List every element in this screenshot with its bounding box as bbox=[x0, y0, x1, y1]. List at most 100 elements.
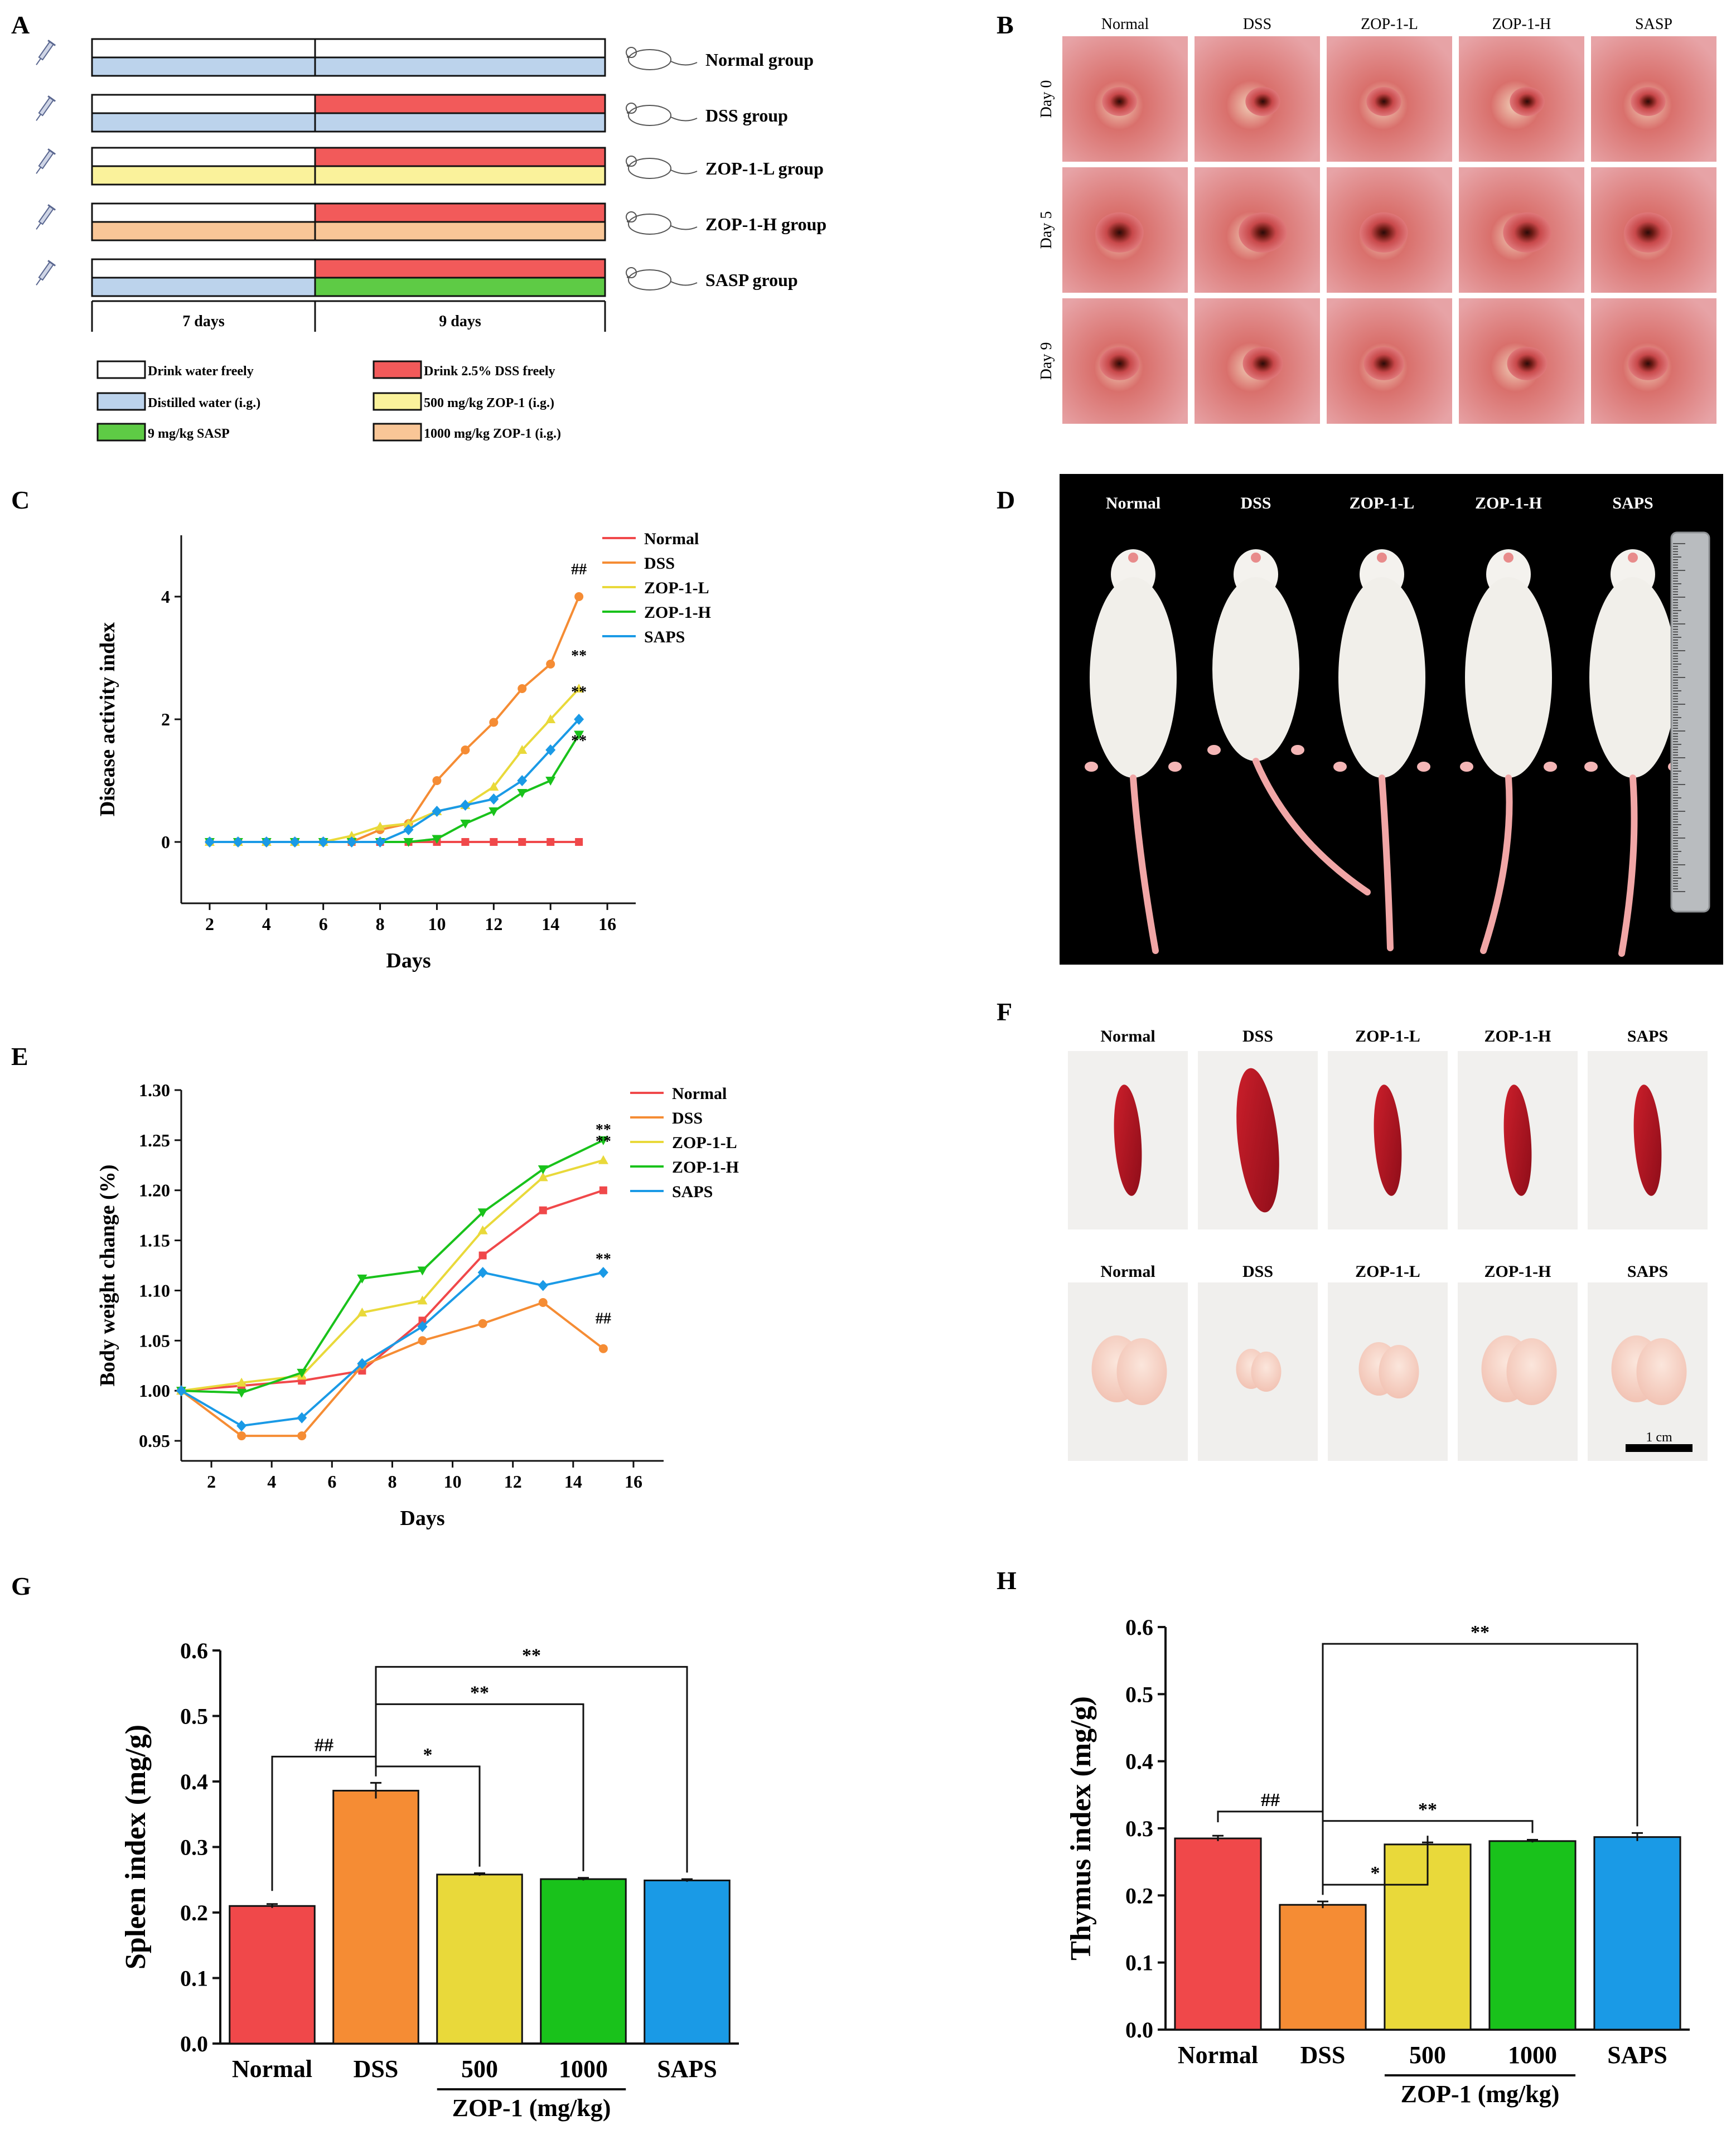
significance-label: ## bbox=[1261, 1790, 1280, 1810]
data-point-dss bbox=[237, 1431, 246, 1441]
data-point-zop-1-l bbox=[357, 1308, 367, 1316]
x-tick-label: 12 bbox=[485, 914, 502, 934]
bar-post-top bbox=[314, 94, 606, 114]
chart-h-thymus-index: 0.0 0.1 0.2 0.3 0.4 0.5 0.6 Normal DSS 500 1000 SAP… bbox=[1065, 1615, 1690, 2108]
significance-label: ** bbox=[1471, 1622, 1490, 1643]
x-tick-label: 6 bbox=[327, 1471, 336, 1492]
schedule-row-zop-1-l-group: ZOP-1-L group bbox=[36, 147, 824, 186]
bar-pre-top bbox=[91, 94, 316, 114]
ruler bbox=[1670, 531, 1710, 913]
x-tick-label-500: 500 bbox=[1409, 2041, 1446, 2069]
panel-letter-e: E bbox=[11, 1042, 28, 1071]
data-point-dss bbox=[432, 776, 442, 785]
spleen-label-zop-1-l: ZOP-1-L bbox=[1355, 1027, 1420, 1045]
syringe-icon bbox=[36, 260, 56, 285]
y-tick-label: 0.3 bbox=[1125, 1816, 1153, 1841]
bar-pre-top bbox=[91, 202, 316, 223]
legend-item-zop1000: 1000 mg/kg ZOP-1 (i.g.) bbox=[373, 423, 561, 442]
data-point-zop-1-h bbox=[489, 807, 499, 816]
legend-swatch-zop1000 bbox=[373, 423, 422, 442]
data-point-dss bbox=[461, 745, 470, 754]
data-point-zop-1-l bbox=[346, 831, 357, 840]
mouse-label-zop-1-l: ZOP-1-L bbox=[1350, 494, 1415, 512]
y-tick-label: 0.6 bbox=[1125, 1615, 1153, 1640]
mouse-label-saps: SAPS bbox=[1612, 494, 1653, 512]
bar-post-top bbox=[314, 38, 606, 59]
legend-label-zop-1-h: ZOP-1-H bbox=[672, 1158, 739, 1177]
y-tick-label: 0.5 bbox=[180, 1704, 208, 1729]
bar-pre-bottom bbox=[91, 165, 316, 186]
data-point-dss bbox=[297, 1431, 307, 1441]
data-point-saps bbox=[517, 775, 528, 786]
data-point-zop-1-h bbox=[517, 789, 528, 798]
data-point-zop-1-h bbox=[403, 838, 414, 847]
group-name-zop-1-l-group: ZOP-1-L group bbox=[705, 158, 824, 178]
y-tick-label: 2 bbox=[161, 709, 170, 729]
data-point-normal bbox=[418, 1316, 427, 1325]
panel-f-organ-photos: Normal DSS ZOP-1-L ZOP-1-H SAPS Normal DSS ZOP-… bbox=[1068, 1027, 1708, 1461]
data-point-dss bbox=[478, 1319, 487, 1328]
x-tick-label-dss: DSS bbox=[1300, 2041, 1346, 2069]
data-point-saps bbox=[417, 1321, 428, 1333]
series-line-zop-1-l bbox=[209, 688, 580, 843]
legend-swatch-zop500 bbox=[373, 392, 422, 411]
panel-letter-b: B bbox=[997, 11, 1014, 39]
data-point-zop-1-l bbox=[517, 745, 528, 754]
significance-mark: ** bbox=[571, 647, 587, 665]
data-point-normal bbox=[599, 1186, 607, 1194]
significance-mark: ** bbox=[571, 733, 587, 750]
data-point-dss bbox=[538, 1298, 548, 1308]
significance-mark: ## bbox=[596, 1310, 611, 1328]
bar-post-bottom bbox=[314, 165, 606, 186]
x-tick-label: 12 bbox=[504, 1471, 522, 1492]
period-label-9-days: 9 days bbox=[439, 313, 481, 330]
legend-item-dss: Drink 2.5% DSS freely bbox=[373, 360, 555, 379]
mouse-photo bbox=[1460, 549, 1557, 954]
endoscopy-image bbox=[1195, 167, 1320, 293]
bar-saps bbox=[644, 1879, 731, 2045]
mouse-icon bbox=[626, 267, 698, 291]
thymus-photo bbox=[1588, 1282, 1708, 1461]
column-label-zop-1-l: ZOP-1-L bbox=[1361, 16, 1418, 33]
spleen-label-saps: SAPS bbox=[1627, 1027, 1668, 1045]
y-tick-label: 1.05 bbox=[139, 1330, 170, 1350]
data-point-saps bbox=[236, 1420, 247, 1432]
legend-label-saps: SAPS bbox=[644, 628, 685, 646]
thymus-photo bbox=[1198, 1282, 1318, 1461]
legend-label-distilled: Distilled water (i.g.) bbox=[148, 396, 260, 410]
group-name-normal-group: Normal group bbox=[705, 50, 814, 70]
x-tick-label-saps: SAPS bbox=[1607, 2041, 1667, 2069]
legend-item-zop500: 500 mg/kg ZOP-1 (i.g.) bbox=[373, 392, 554, 411]
data-point-zop-1-l bbox=[489, 782, 499, 791]
y-tick-label: 0.1 bbox=[1125, 1950, 1153, 1976]
x-tick-label-1000: 1000 bbox=[559, 2055, 608, 2083]
data-point-saps bbox=[204, 836, 215, 848]
series-line-saps bbox=[180, 1271, 604, 1427]
data-point-zop-1-h bbox=[545, 777, 556, 786]
x-tick-label-500: 500 bbox=[461, 2055, 498, 2083]
panel-letter-f: F bbox=[997, 998, 1012, 1026]
legend-swatch-distilled bbox=[96, 392, 146, 411]
data-point-saps bbox=[357, 1358, 367, 1369]
x-tick-label: 10 bbox=[428, 914, 446, 934]
panel-letter-a: A bbox=[11, 11, 30, 39]
thymus-photo bbox=[1328, 1282, 1448, 1461]
mouse-photo bbox=[1207, 549, 1371, 895]
data-point-zop-1-l bbox=[574, 684, 584, 693]
data-point-zop-1-l bbox=[538, 1172, 548, 1182]
scale-bar-label: 1 cm bbox=[1646, 1430, 1672, 1445]
data-point-zop-1-h bbox=[477, 1208, 488, 1218]
y-axis-title: Body weight change (%) bbox=[96, 1165, 119, 1387]
panel-letter-h: H bbox=[997, 1566, 1017, 1595]
bar-pre-bottom bbox=[91, 221, 316, 241]
syringe-icon bbox=[36, 148, 56, 174]
data-point-zop-1-h bbox=[538, 1165, 548, 1174]
schedule-row-zop-1-h-group: ZOP-1-H group bbox=[36, 202, 826, 241]
data-point-saps bbox=[261, 836, 272, 848]
mouse-photo bbox=[1085, 549, 1182, 954]
series-line-zop-1-l bbox=[181, 1159, 604, 1392]
data-point-zop-1-l bbox=[598, 1155, 608, 1164]
data-point-dss bbox=[518, 684, 527, 693]
chart-g-spleen-index: 0.0 0.1 0.2 0.3 0.4 0.5 0.6 Normal DSS 500 1000 SAP… bbox=[120, 1638, 739, 2122]
syringe-icon bbox=[36, 95, 56, 121]
